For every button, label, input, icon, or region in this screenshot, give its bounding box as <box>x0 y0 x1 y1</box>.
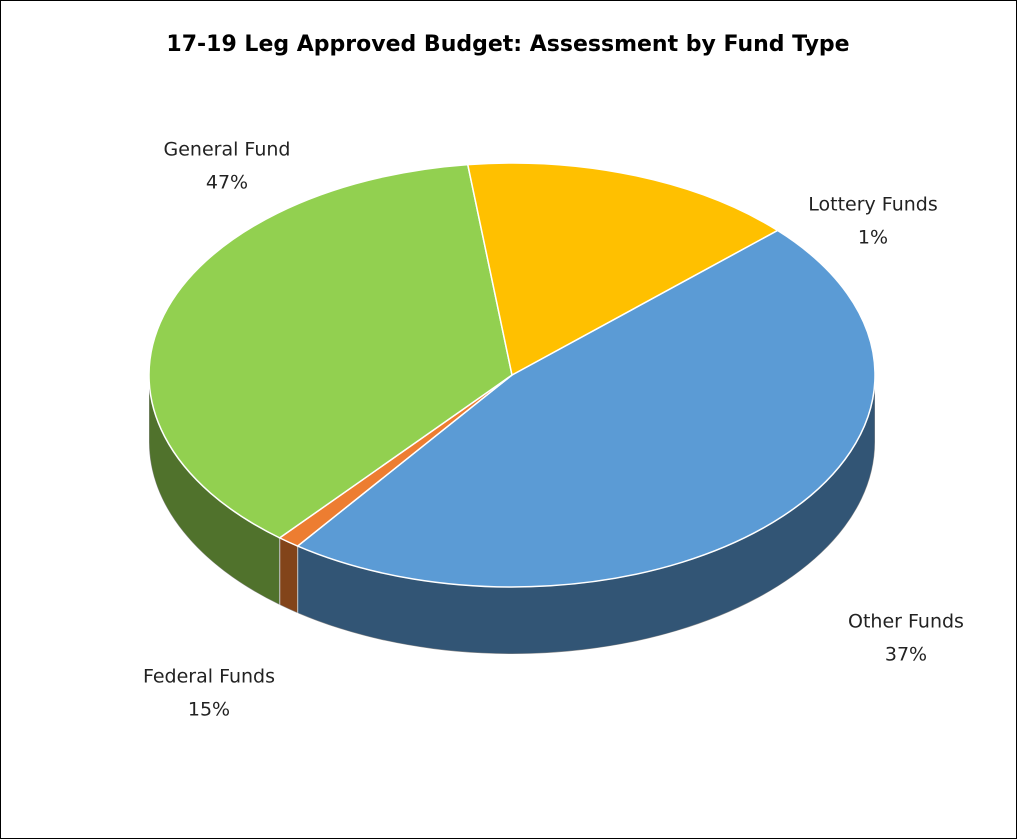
slice-value-label: 1% <box>858 227 888 249</box>
chart-title: 17-19 Leg Approved Budget: Assessment by… <box>166 32 849 57</box>
slice-side-shade <box>149 375 280 605</box>
slice-value-label: 47% <box>206 172 248 194</box>
slice-label: Lottery Funds <box>808 194 938 216</box>
slice <box>296 229 876 588</box>
slice-value-label: 37% <box>885 644 927 666</box>
slice-label: General Fund <box>164 139 291 161</box>
slice-value-label: 15% <box>188 699 230 721</box>
slice-label: Federal Funds <box>143 666 275 688</box>
slice-side-shade <box>297 375 876 655</box>
slice-label: Other Funds <box>848 611 964 633</box>
pie-tops <box>148 162 876 588</box>
slice <box>148 163 513 539</box>
slice <box>466 162 779 377</box>
slice-side-shade <box>279 537 298 614</box>
